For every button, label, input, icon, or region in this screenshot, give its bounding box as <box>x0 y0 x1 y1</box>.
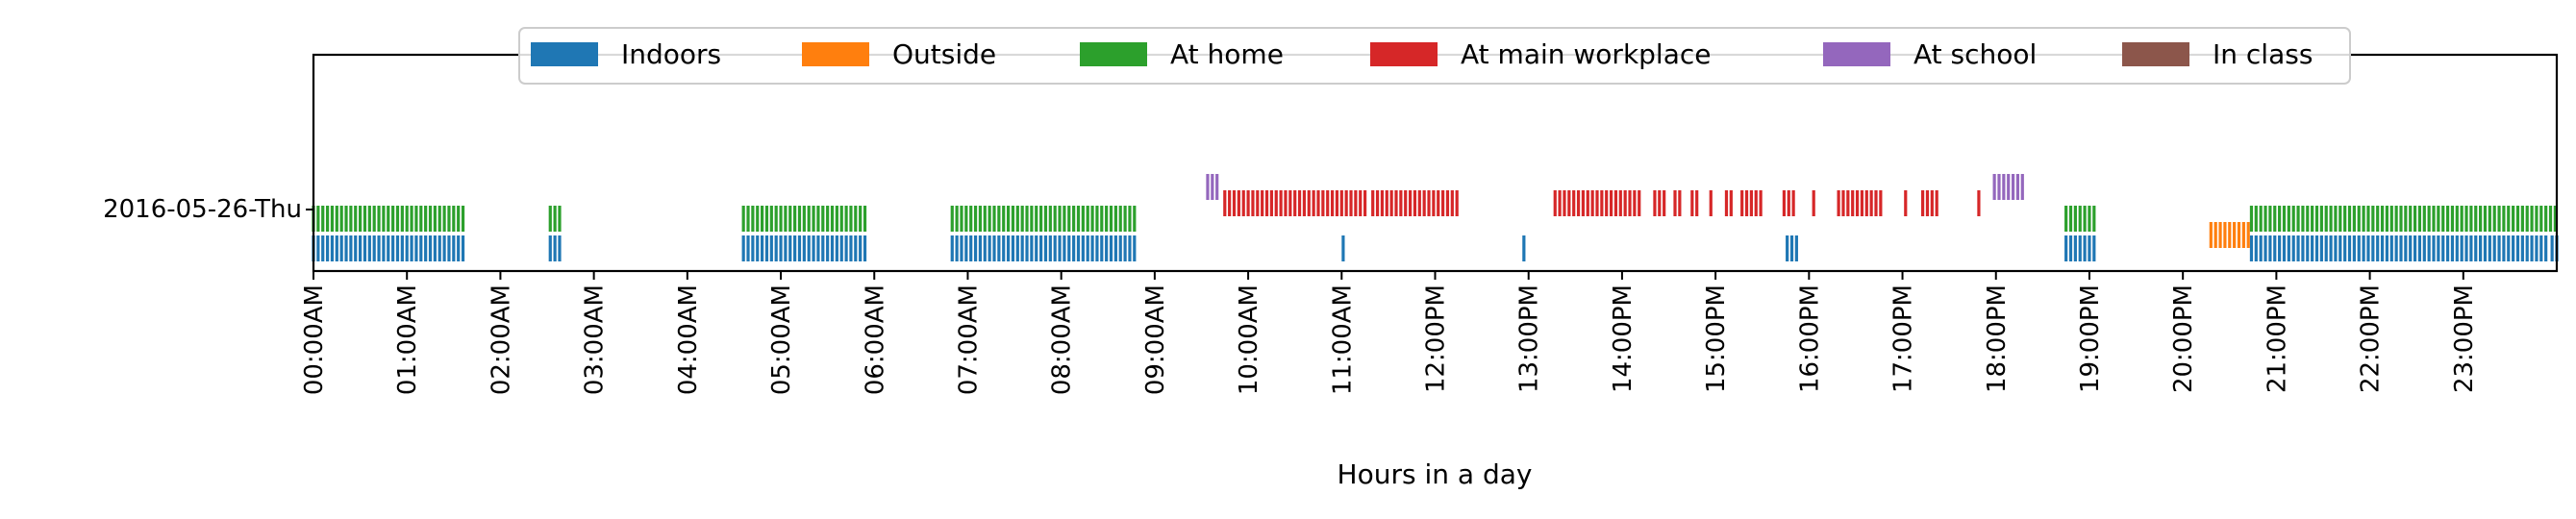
legend-swatch <box>1080 42 1147 66</box>
legend-swatch <box>2122 42 2189 66</box>
legend-swatch <box>802 42 869 66</box>
x-tick-label: 05:00AM <box>767 284 796 395</box>
legend-label: At school <box>1913 38 2037 70</box>
legend-item-at-home: At home <box>1080 38 1284 70</box>
series-indoors <box>312 235 2559 261</box>
x-tick-label: 23:00PM <box>2450 284 2479 393</box>
x-tick-label: 10:00AM <box>1235 284 1263 395</box>
legend-swatch <box>531 42 598 66</box>
series-at-school <box>1206 174 2024 200</box>
legend-item-at-main-workplace: At main workplace <box>1370 38 1712 70</box>
y-tick-label: 2016-05-26-Thu <box>103 195 302 224</box>
x-tick-label: 01:00AM <box>393 284 422 395</box>
x-tick-label: 02:00AM <box>487 284 515 395</box>
legend-label: In class <box>2213 38 2313 70</box>
legend-item-in-class: In class <box>2122 38 2313 70</box>
x-tick-label: 13:00PM <box>1515 284 1544 393</box>
chart-marks <box>312 174 2559 261</box>
x-tick-label: 03:00AM <box>581 284 610 395</box>
x-axis-label: Hours in a day <box>1338 458 1533 490</box>
x-tick-label: 18:00PM <box>1983 284 2012 393</box>
legend-swatch <box>1370 42 1438 66</box>
x-axis-ticks: 00:00AM 01:00AM 02:00AM 03:00AM 04:00AM 05:00… <box>300 271 2479 395</box>
legend-label: Outside <box>892 38 996 70</box>
legend-item-outside: Outside <box>802 38 996 70</box>
x-tick-label: 22:00PM <box>2357 284 2386 393</box>
x-tick-label: 08:00AM <box>1048 284 1077 395</box>
x-tick-label: 16:00PM <box>1795 284 1824 393</box>
x-tick-label: 21:00PM <box>2263 284 2291 393</box>
legend: Indoors Outside At home At main workplace At… <box>518 27 2351 85</box>
legend-label: Indoors <box>621 38 721 70</box>
legend-label: At home <box>1170 38 1284 70</box>
x-tick-label: 07:00AM <box>954 284 983 395</box>
x-tick-label: 15:00PM <box>1702 284 1731 393</box>
legend-item-indoors: Indoors <box>531 38 721 70</box>
series-at-home <box>312 206 2557 232</box>
series-at-main-workplace <box>1223 190 1981 216</box>
x-tick-label: 09:00AM <box>1141 284 1170 395</box>
x-tick-label: 19:00PM <box>2076 284 2105 393</box>
x-tick-label: 20:00PM <box>2169 284 2198 393</box>
x-tick-label: 14:00PM <box>1609 284 1638 393</box>
x-tick-label: 17:00PM <box>1889 284 1918 393</box>
legend-label: At main workplace <box>1461 38 1712 70</box>
x-tick-label: 00:00AM <box>300 284 329 395</box>
legend-item-at-school: At school <box>1823 38 2037 70</box>
x-tick-label: 06:00AM <box>861 284 889 395</box>
x-tick-label: 12:00PM <box>1422 284 1451 393</box>
legend-swatch <box>1823 42 1890 66</box>
x-tick-label: 11:00AM <box>1328 284 1357 395</box>
series-outside <box>2209 222 2250 248</box>
x-tick-label: 04:00AM <box>674 284 703 395</box>
